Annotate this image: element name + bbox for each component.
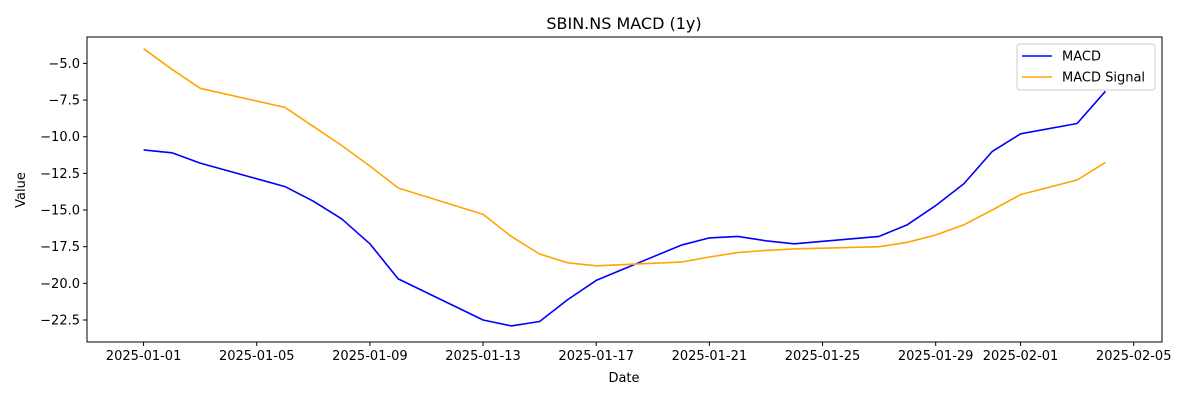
axes-frame [86, 36, 1163, 343]
y-tick-label: −7.5 [48, 94, 80, 109]
y-axis-label: Value [14, 172, 29, 208]
x-tick-label: 2025-01-21 [672, 349, 748, 364]
plot-area: −5.0 −7.5 −10.0 −12.5 −15.0 −17.5 −20.0 −22.5 20… [40, 36, 1172, 364]
x-tick-label: 2025-02-01 [983, 349, 1059, 364]
x-tick-label: 2025-01-17 [558, 349, 634, 364]
x-tick-label: 2025-02-05 [1096, 349, 1172, 364]
x-tick-label: 2025-01-01 [106, 349, 182, 364]
legend: MACD MACD Signal [1016, 43, 1156, 91]
y-tick-label: −10.0 [40, 130, 80, 145]
x-tick-label: 2025-01-05 [219, 349, 295, 364]
x-tick-label: 2025-01-09 [332, 349, 408, 364]
y-tick-label: −12.5 [40, 167, 80, 182]
legend-label: MACD [1062, 50, 1101, 65]
series-line-macd [143, 90, 1107, 327]
x-tick-label: 2025-01-25 [785, 349, 861, 364]
x-axis-label: Date [608, 371, 639, 386]
y-tick-label: −20.0 [40, 277, 80, 292]
y-tick-label: −5.0 [48, 57, 80, 72]
chart-title: SBIN.NS MACD (1y) [546, 14, 701, 33]
legend-label: MACD Signal [1062, 71, 1145, 86]
x-tick-label: 2025-01-29 [898, 349, 974, 364]
x-tick-label: 2025-01-13 [445, 349, 521, 364]
series-line-macd-signal [143, 48, 1106, 267]
y-tick-label: −17.5 [40, 240, 80, 255]
y-tick-label: −22.5 [40, 314, 80, 329]
y-tick-label: −15.0 [40, 204, 80, 219]
